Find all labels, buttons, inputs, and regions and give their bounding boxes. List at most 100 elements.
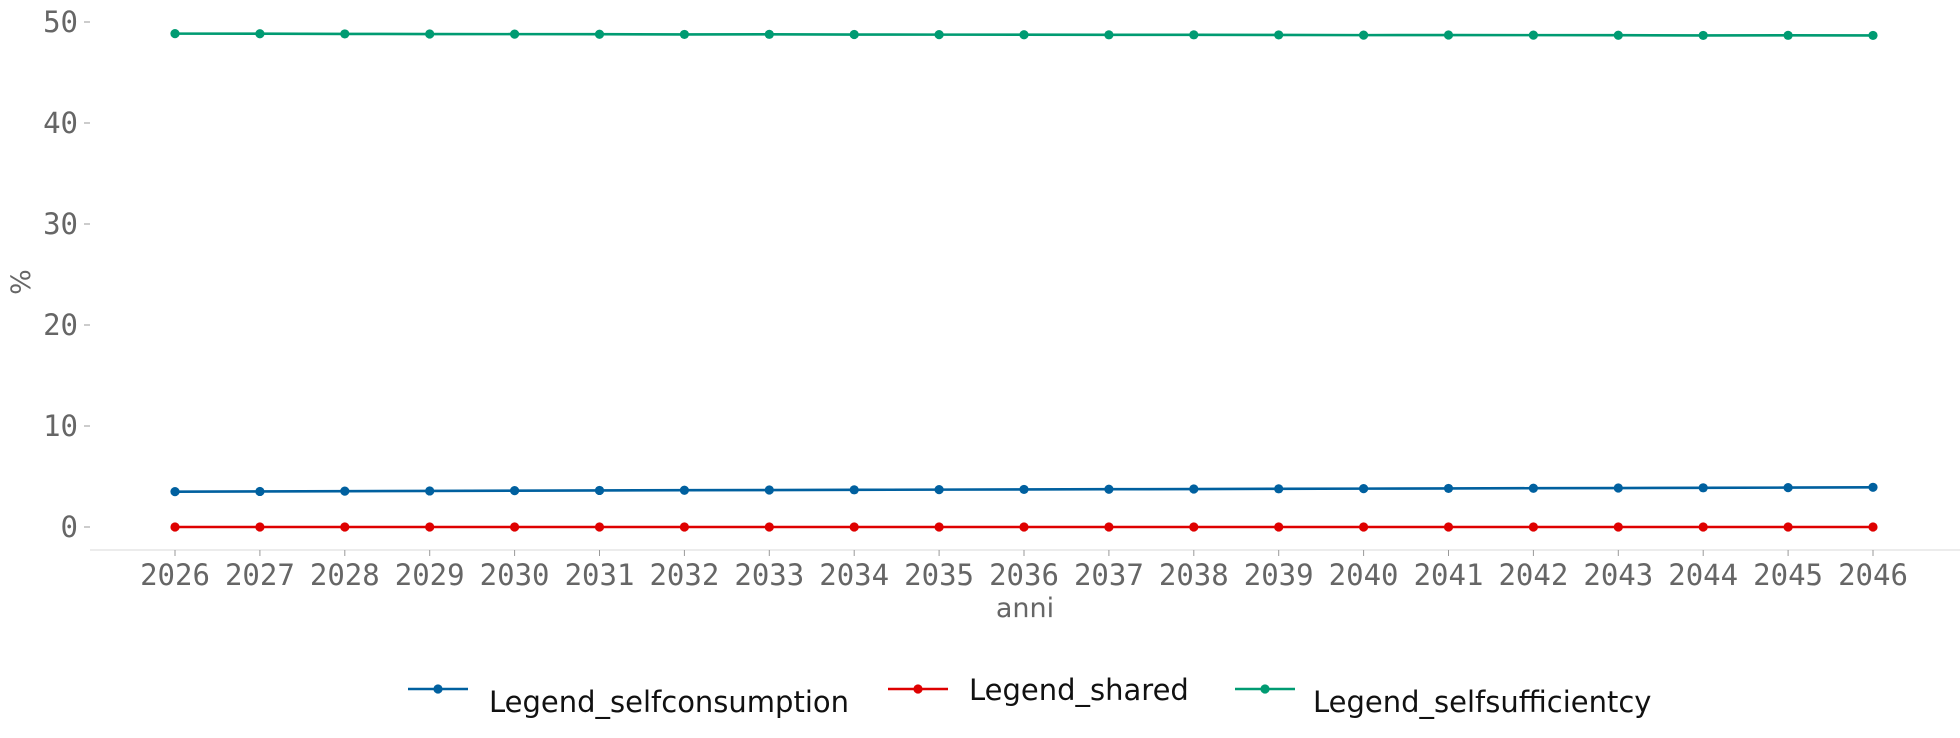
y-tick-label: 10 [43,409,78,443]
data-point [764,522,774,532]
y-tick-label: 50 [43,5,78,39]
data-point [1274,522,1284,532]
legend: Legend_selfconsumption Legend_shared Legen… [408,673,1651,719]
data-point [764,29,774,39]
data-point [1613,30,1623,40]
data-point [1019,484,1029,495]
x-tick-label: 2028 [310,558,380,592]
data-point [1868,522,1878,532]
x-tick-label: 2044 [1668,558,1738,592]
legend-label: Legend_shared [969,673,1189,707]
x-tick-label: 2042 [1498,558,1568,592]
x-tick-label: 2040 [1329,558,1399,592]
x-axis: 2026 2027 2028 2029 2030 2031 2032 2033 2034 2035… [140,550,1908,592]
data-point [425,522,435,532]
data-point [934,485,944,495]
data-point [764,485,774,495]
data-point [1528,483,1538,493]
x-tick-label: 2032 [649,558,719,592]
series-Legend_shared [170,522,1878,532]
data-point [679,485,690,495]
data-point [170,29,180,39]
data-point [1783,483,1793,493]
legend-label: Legend_selfsufficientcy [1313,685,1651,719]
y-tick-label: 30 [43,207,78,241]
y-tick-label: 0 [61,510,78,544]
data-point [1528,30,1538,40]
data-point [255,486,265,497]
x-tick-label: 2038 [1159,558,1229,592]
x-tick-label: 2029 [395,558,465,592]
data-point [1359,484,1369,494]
x-tick-label: 2033 [734,558,804,592]
data-point [509,522,520,532]
data-point [340,486,350,496]
data-point [1019,30,1029,40]
data-point [1868,482,1878,492]
x-tick-label: 2031 [565,558,635,592]
data-point [1698,483,1708,493]
x-tick-label: 2035 [904,558,974,592]
data-point [1274,30,1284,40]
data-point [594,522,605,532]
data-point [509,486,520,496]
data-point [509,29,520,39]
data-point [849,485,859,495]
data-point [1443,522,1454,532]
data-point [1359,522,1369,532]
legend-swatch-marker [433,684,443,694]
x-tick-label: 2026 [140,558,210,592]
x-tick-label: 2041 [1414,558,1484,592]
data-point [1019,522,1029,532]
x-tick-label: 2039 [1244,558,1314,592]
data-point [425,29,435,39]
data-point [1443,483,1454,494]
x-tick-label: 2043 [1583,558,1653,592]
data-point [1274,484,1284,494]
data-point [255,29,265,39]
legend-swatch-marker [913,684,923,694]
data-point [1868,30,1878,41]
data-point [425,486,435,496]
data-point [170,487,180,497]
data-point [1189,30,1199,40]
y-tick-label: 20 [43,308,78,342]
x-tick-label: 2046 [1838,558,1908,592]
x-axis-title: anni [996,593,1054,624]
data-point [340,522,350,532]
series-Legend_selfsufficientcy [170,29,1878,41]
legend-item: Legend_shared [888,673,1189,707]
data-point [1613,483,1623,493]
y-tick-label: 40 [43,106,78,140]
x-tick-label: 2037 [1074,558,1144,592]
data-point [934,522,944,532]
data-point [1104,30,1114,40]
data-point [1528,522,1538,532]
data-point [1698,30,1708,41]
data-point [594,485,605,496]
data-point [1783,522,1793,532]
data-point [1359,30,1369,40]
legend-item: Legend_selfsufficientcy [1235,684,1651,719]
data-point [1104,484,1114,494]
x-tick-label: 2027 [225,558,295,592]
data-point [934,30,944,40]
y-axis-title: % [6,269,37,295]
x-tick-label: 2036 [989,558,1059,592]
data-point [1783,30,1793,40]
data-point [340,29,350,39]
data-point [1443,30,1454,40]
legend-swatch-marker [1260,684,1270,694]
data-point [1189,484,1199,494]
data-point [1189,522,1199,532]
data-point [255,522,265,532]
data-point [679,522,690,532]
x-tick-label: 2034 [819,558,889,592]
data-point [594,29,605,39]
data-point [679,29,690,40]
data-point [1613,522,1623,532]
y-axis: 0 10 20 30 40 50 [43,5,90,544]
data-point [1104,522,1114,532]
data-point [849,522,859,532]
